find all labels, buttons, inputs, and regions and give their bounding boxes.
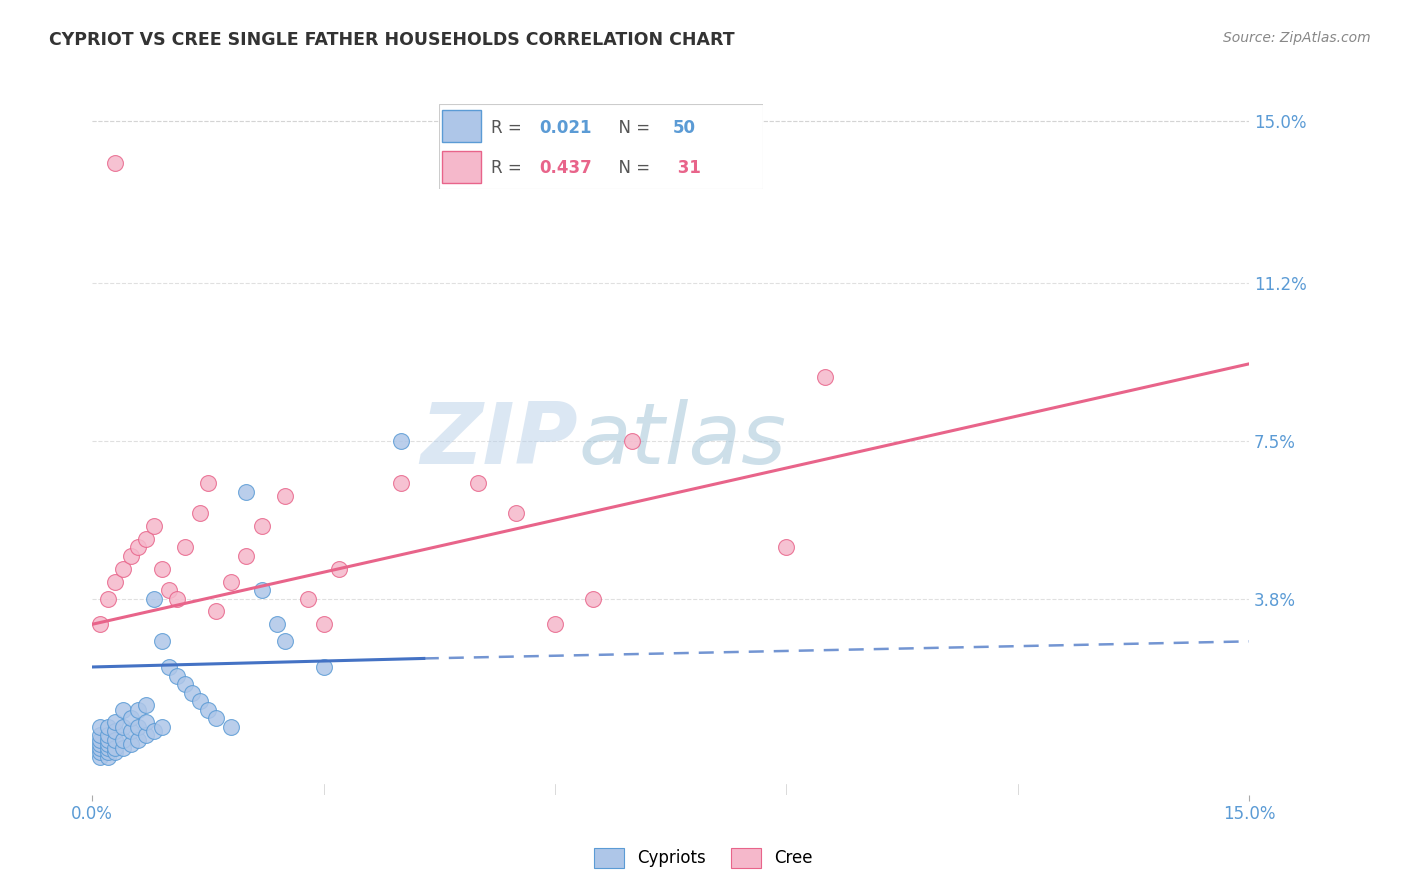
Point xyxy=(582,591,605,606)
Point xyxy=(97,749,120,764)
Point xyxy=(235,549,257,563)
Point xyxy=(89,617,111,632)
Point xyxy=(188,694,211,708)
Point xyxy=(97,591,120,606)
Point xyxy=(97,732,120,747)
Point xyxy=(166,668,188,682)
Point xyxy=(250,519,273,533)
Point xyxy=(219,574,242,589)
Point xyxy=(312,660,335,674)
Text: ZIP: ZIP xyxy=(420,400,578,483)
Point xyxy=(266,617,288,632)
Point xyxy=(104,741,127,756)
Point xyxy=(814,369,837,384)
Legend: Cypriots, Cree: Cypriots, Cree xyxy=(586,841,820,875)
Point xyxy=(219,720,242,734)
Point xyxy=(104,724,127,739)
Point xyxy=(112,732,135,747)
Point xyxy=(312,617,335,632)
Point xyxy=(274,634,297,648)
Point xyxy=(89,720,111,734)
Point xyxy=(89,732,111,747)
Point xyxy=(120,711,142,725)
Point xyxy=(157,583,180,598)
Point xyxy=(120,737,142,751)
Point xyxy=(127,703,149,717)
Point xyxy=(127,732,149,747)
Point xyxy=(621,434,644,448)
Point xyxy=(112,720,135,734)
Point xyxy=(112,703,135,717)
Point xyxy=(204,711,226,725)
Point xyxy=(173,677,195,691)
Point xyxy=(97,720,120,734)
Point xyxy=(775,541,797,555)
Point xyxy=(181,685,204,699)
Point xyxy=(204,605,226,619)
Point xyxy=(188,506,211,520)
Point xyxy=(127,720,149,734)
Point xyxy=(150,720,173,734)
Point xyxy=(166,591,188,606)
Point xyxy=(89,728,111,742)
Point xyxy=(104,732,127,747)
Point xyxy=(104,715,127,730)
Point xyxy=(97,741,120,756)
Point xyxy=(389,476,412,491)
Point xyxy=(150,634,173,648)
Point xyxy=(157,660,180,674)
Point xyxy=(197,703,219,717)
Point xyxy=(389,434,412,448)
Point xyxy=(120,549,142,563)
Point xyxy=(505,506,527,520)
Point xyxy=(120,724,142,739)
Point xyxy=(127,541,149,555)
Point xyxy=(97,728,120,742)
Point xyxy=(89,745,111,759)
Point xyxy=(89,741,111,756)
Point xyxy=(250,583,273,598)
Point xyxy=(135,532,157,546)
Text: atlas: atlas xyxy=(578,400,786,483)
Point xyxy=(142,724,165,739)
Point xyxy=(467,476,489,491)
Point xyxy=(135,715,157,730)
Point xyxy=(297,591,319,606)
Point xyxy=(544,617,567,632)
Text: Source: ZipAtlas.com: Source: ZipAtlas.com xyxy=(1223,31,1371,45)
Point xyxy=(135,728,157,742)
Point xyxy=(104,156,127,170)
Point xyxy=(89,749,111,764)
Point xyxy=(112,562,135,576)
Point xyxy=(104,574,127,589)
Text: CYPRIOT VS CREE SINGLE FATHER HOUSEHOLDS CORRELATION CHART: CYPRIOT VS CREE SINGLE FATHER HOUSEHOLDS… xyxy=(49,31,735,49)
Point xyxy=(135,698,157,713)
Point xyxy=(197,476,219,491)
Point xyxy=(150,562,173,576)
Point xyxy=(104,745,127,759)
Point xyxy=(173,541,195,555)
Point xyxy=(142,519,165,533)
Point xyxy=(328,562,350,576)
Point xyxy=(142,591,165,606)
Point xyxy=(235,485,257,500)
Point xyxy=(97,737,120,751)
Point xyxy=(97,745,120,759)
Point xyxy=(112,741,135,756)
Point xyxy=(89,737,111,751)
Point xyxy=(274,489,297,503)
